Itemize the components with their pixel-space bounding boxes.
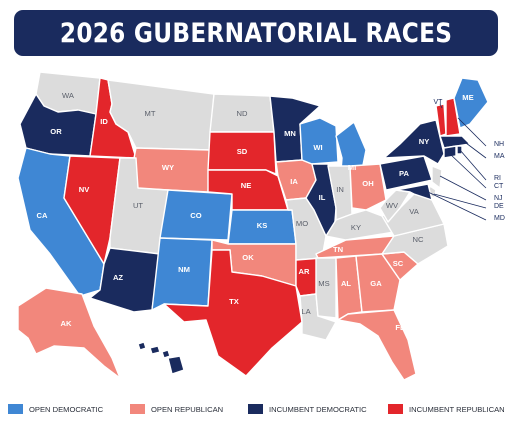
legend-item-incumbent-republican: INCUMBENT REPUBLICAN — [388, 404, 505, 414]
state-label-ct: CT — [494, 183, 504, 190]
state-label-tx: TX — [229, 297, 239, 306]
legend-swatch — [8, 404, 23, 414]
state-label-ga: GA — [370, 279, 382, 288]
state-oh — [349, 163, 387, 211]
legend-label: OPEN REPUBLICAN — [151, 404, 224, 414]
state-label-sd: SD — [237, 147, 248, 156]
legend-item-open-republican: OPEN REPUBLICAN — [130, 404, 223, 414]
legend-swatch — [248, 404, 263, 414]
state-ms — [315, 257, 337, 319]
state-label-ri: RI — [494, 175, 501, 182]
map-title: 2026 GUBERNATORIAL RACES — [59, 17, 453, 49]
state-label-vt: VT — [434, 99, 444, 106]
state-label-wy: WY — [162, 163, 174, 172]
legend-swatch — [388, 404, 403, 414]
state-label-ne: NE — [241, 181, 252, 190]
state-label-ma: MA — [494, 153, 505, 160]
state-label-co: CO — [190, 211, 201, 220]
state-label-ca: CA — [37, 211, 48, 220]
state-label-ut: UT — [133, 201, 143, 210]
state-ma — [439, 135, 471, 149]
state-fl — [337, 309, 417, 381]
state-hi — [137, 341, 185, 375]
state-label-nh: NH — [494, 141, 504, 148]
legend-label: INCUMBENT DEMOCRATIC — [269, 404, 367, 414]
legend-label: OPEN DEMOCRATIC — [29, 404, 104, 414]
state-label-ia: IA — [290, 177, 298, 186]
legend-swatch — [130, 404, 145, 414]
state-label-az: AZ — [113, 273, 123, 282]
state-nv — [63, 155, 121, 265]
state-md — [395, 183, 433, 201]
legend-item-incumbent-democratic: INCUMBENT DEMOCRATIC — [248, 404, 367, 414]
state-tx — [163, 249, 303, 377]
state-label-ny: NY — [419, 137, 430, 146]
state-label-me: ME — [462, 93, 473, 102]
state-label-la: LA — [301, 307, 311, 316]
state-label-ak: AK — [61, 319, 72, 328]
state-label-ok: OK — [242, 253, 254, 262]
state-label-al: AL — [341, 279, 351, 288]
state-label-mi: MI — [348, 163, 356, 172]
state-label-sc: SC — [393, 259, 404, 268]
legend-label: INCUMBENT REPUBLICAN — [409, 404, 505, 414]
leader-lines — [427, 103, 487, 221]
state-nm — [151, 237, 213, 311]
state-label-pa: PA — [399, 169, 410, 178]
title-banner: 2026 GUBERNATORIAL RACES — [14, 10, 498, 56]
state-label-ky: KY — [351, 223, 361, 232]
state-label-nc: NC — [413, 235, 424, 244]
state-label-id: ID — [100, 117, 108, 126]
state-label-wv: WV — [386, 201, 399, 210]
state-label-tn: TN — [333, 245, 343, 254]
state-label-ms: MS — [318, 279, 329, 288]
state-label-ar: AR — [299, 267, 310, 276]
state-label-de: DE — [494, 203, 504, 210]
state-label-wa: WA — [62, 91, 75, 100]
state-label-mo: MO — [296, 219, 308, 228]
state-label-nj: NJ — [494, 195, 503, 202]
state-ct — [443, 145, 457, 159]
state-label-mt: MT — [145, 109, 156, 118]
state-nj — [431, 165, 443, 189]
state-label-or: OR — [50, 127, 62, 136]
us-map: WA OR CA ID NV MT WY UT AZ CO NM ND SD NE KS OK TX MN IA MO… — [17, 71, 505, 381]
state-label-va: VA — [409, 207, 420, 216]
state-label-mn: MN — [284, 129, 296, 138]
state-label-md: MD — [494, 215, 505, 222]
state-ri — [456, 145, 463, 155]
state-nh — [445, 97, 461, 137]
state-label-hi: HI — [142, 365, 150, 374]
state-label-fl: FL — [395, 323, 405, 332]
state-label-il: IL — [319, 193, 326, 202]
state-ak — [17, 287, 121, 379]
state-label-nd: ND — [237, 109, 248, 118]
state-label-in: IN — [336, 185, 344, 194]
state-label-nm: NM — [178, 265, 190, 274]
state-wi — [299, 117, 339, 165]
state-label-wi: WI — [313, 143, 322, 152]
legend: OPEN DEMOCRATIC OPEN REPUBLICAN INCUMBENT … — [0, 400, 512, 422]
state-label-nv: NV — [79, 185, 90, 194]
state-me — [453, 77, 489, 129]
state-label-ks: KS — [257, 221, 268, 230]
legend-item-open-democratic: OPEN DEMOCRATIC — [8, 404, 103, 414]
state-label-oh: OH — [362, 179, 373, 188]
state-ga — [355, 253, 401, 313]
